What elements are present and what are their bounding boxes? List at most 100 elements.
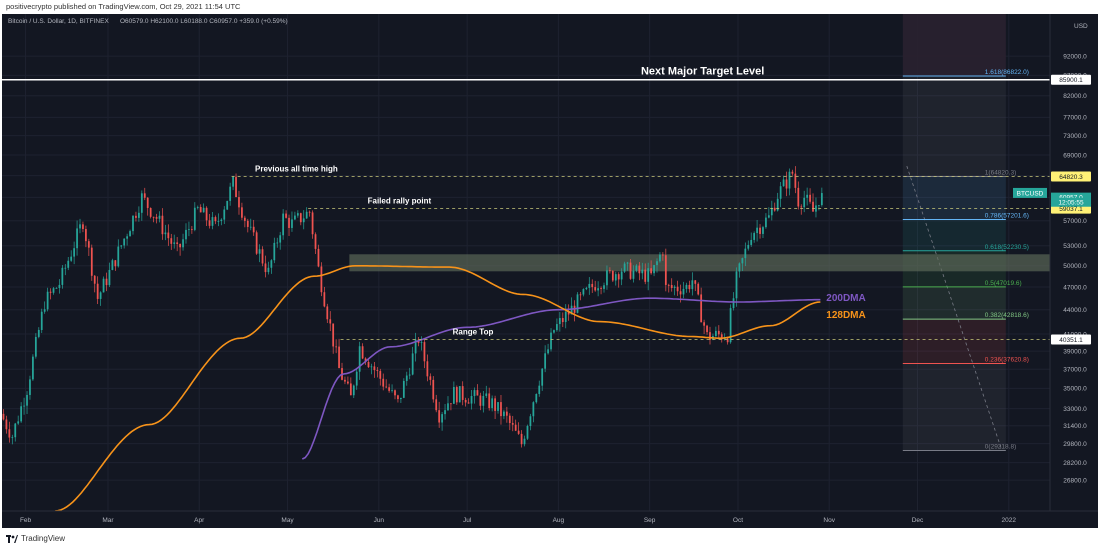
candle[interactable] — [167, 224, 170, 246]
candle[interactable] — [132, 215, 134, 235]
candle[interactable] — [46, 287, 49, 312]
candle[interactable] — [388, 383, 390, 393]
candle[interactable] — [217, 213, 220, 227]
candle[interactable] — [609, 267, 611, 274]
candle[interactable] — [344, 376, 346, 385]
candle[interactable] — [146, 197, 149, 216]
candle[interactable] — [279, 231, 282, 250]
candle[interactable] — [85, 225, 87, 248]
candle[interactable] — [770, 200, 773, 221]
candle[interactable] — [282, 209, 285, 240]
candle[interactable] — [553, 329, 555, 334]
candle[interactable] — [314, 232, 317, 254]
candle[interactable] — [476, 384, 479, 396]
candle[interactable] — [467, 398, 470, 404]
candle[interactable] — [626, 261, 629, 271]
candle[interactable] — [759, 224, 761, 239]
candle[interactable] — [717, 325, 720, 340]
candle[interactable] — [329, 311, 332, 332]
candle[interactable] — [806, 187, 809, 206]
candle[interactable] — [635, 264, 638, 273]
candle[interactable] — [588, 277, 591, 295]
candle[interactable] — [373, 362, 376, 378]
candle[interactable] — [517, 422, 520, 435]
candle[interactable] — [450, 403, 452, 411]
candle[interactable] — [803, 190, 806, 213]
candle[interactable] — [791, 169, 794, 176]
candle[interactable] — [332, 323, 335, 354]
candle[interactable] — [691, 272, 694, 296]
candle[interactable] — [600, 286, 602, 295]
candle[interactable] — [670, 278, 673, 292]
candle[interactable] — [744, 242, 747, 267]
candle[interactable] — [623, 261, 626, 273]
candle[interactable] — [503, 409, 505, 420]
candle[interactable] — [255, 230, 258, 255]
candle[interactable] — [408, 367, 411, 380]
candle[interactable] — [664, 248, 667, 292]
candle[interactable] — [429, 373, 432, 386]
price-axis-level-tag[interactable] — [1051, 171, 1091, 182]
candle[interactable] — [73, 241, 76, 265]
candle[interactable] — [29, 375, 31, 400]
candle[interactable] — [809, 188, 811, 204]
candle[interactable] — [349, 377, 352, 396]
candle[interactable] — [479, 392, 482, 411]
candle[interactable] — [232, 175, 234, 191]
candle[interactable] — [576, 292, 579, 314]
candle[interactable] — [102, 276, 105, 293]
candle[interactable] — [603, 282, 605, 293]
candle[interactable] — [500, 395, 502, 425]
candle[interactable] — [815, 197, 817, 218]
candle[interactable] — [308, 210, 311, 217]
candle[interactable] — [685, 282, 688, 293]
candle[interactable] — [8, 421, 11, 443]
candle[interactable] — [34, 333, 37, 359]
candle[interactable] — [767, 207, 770, 219]
candle[interactable] — [558, 311, 561, 332]
candle[interactable] — [99, 291, 102, 306]
candle[interactable] — [532, 401, 535, 423]
candle[interactable] — [291, 211, 293, 232]
candle[interactable] — [117, 239, 120, 268]
candle[interactable] — [220, 218, 223, 226]
candle[interactable] — [505, 406, 508, 423]
candle[interactable] — [294, 211, 296, 221]
candle[interactable] — [305, 207, 308, 219]
candle[interactable] — [26, 391, 28, 414]
candle[interactable] — [114, 260, 117, 271]
candle[interactable] — [382, 373, 385, 391]
candle[interactable] — [497, 402, 499, 414]
candle[interactable] — [179, 243, 181, 256]
candle[interactable] — [52, 287, 55, 295]
candle[interactable] — [662, 252, 664, 261]
candle[interactable] — [585, 286, 588, 291]
candle[interactable] — [785, 171, 788, 197]
candle[interactable] — [638, 262, 641, 281]
candle[interactable] — [188, 221, 190, 237]
candle[interactable] — [299, 212, 302, 226]
candle[interactable] — [223, 206, 226, 225]
candle[interactable] — [326, 303, 329, 323]
candle[interactable] — [311, 210, 314, 239]
candle[interactable] — [741, 257, 744, 272]
candle[interactable] — [252, 219, 255, 236]
candle[interactable] — [208, 214, 211, 229]
candle[interactable] — [87, 238, 90, 256]
candle[interactable] — [470, 389, 473, 410]
candle[interactable] — [185, 223, 187, 244]
candle[interactable] — [535, 393, 538, 404]
candle[interactable] — [756, 219, 758, 242]
candle[interactable] — [196, 205, 199, 210]
candle[interactable] — [494, 395, 496, 419]
candle[interactable] — [61, 265, 64, 289]
candle[interactable] — [594, 280, 597, 292]
candle[interactable] — [376, 367, 379, 378]
candle[interactable] — [152, 216, 155, 223]
candle[interactable] — [435, 394, 438, 413]
candle[interactable] — [617, 272, 620, 288]
tradingview-logo[interactable]: TradingView — [6, 534, 65, 543]
price-chart[interactable]: 1.618(86822.0) 1(64820.3) 0.786(57201.6) 0.… — [2, 14, 1098, 528]
candle[interactable] — [414, 332, 417, 362]
candle[interactable] — [270, 259, 273, 274]
